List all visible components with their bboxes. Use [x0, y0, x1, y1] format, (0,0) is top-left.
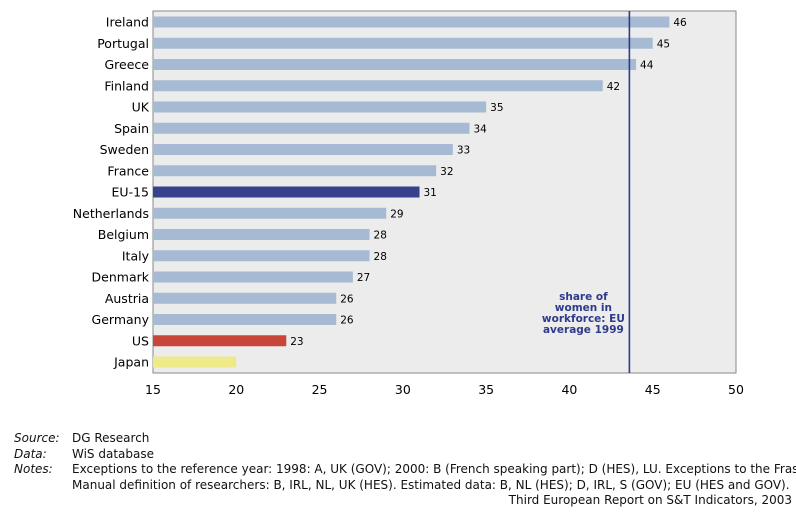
bar-denmark [153, 271, 353, 283]
value-label-austria: 26 [340, 293, 354, 305]
bar-uk [153, 101, 487, 113]
x-tick-label: 30 [395, 382, 411, 397]
notes-row: Notes: Exceptions to the reference year:… [14, 462, 796, 478]
bar-belgium [153, 229, 370, 240]
reference-label-line: workforce: EU [542, 313, 625, 325]
category-label-austria: Austria [105, 291, 149, 306]
report-credit: Third European Report on S&T Indicators,… [508, 493, 792, 507]
value-label-finland: 42 [607, 81, 620, 93]
bar-sweden [153, 144, 453, 155]
value-label-us: 23 [290, 336, 303, 348]
x-tick-label: 20 [228, 382, 244, 397]
category-label-us: US [132, 333, 149, 348]
reference-label-line: share of [559, 291, 608, 303]
value-label-denmark: 27 [357, 272, 370, 284]
bar-netherlands [153, 207, 387, 219]
category-label-netherlands: Netherlands [73, 206, 149, 221]
bar-japan [153, 356, 237, 368]
reference-label-line: average 1999 [543, 324, 624, 336]
value-label-eu-15: 31 [424, 187, 437, 199]
bar-italy [153, 250, 370, 262]
source-row: Source: DG Research [14, 431, 792, 447]
bar-us [153, 335, 287, 347]
category-label-denmark: Denmark [92, 270, 150, 285]
chart-footer: Source: DG Research Data: WiS database N… [14, 431, 796, 509]
value-label-italy: 28 [374, 251, 387, 263]
category-label-ireland: Ireland [106, 15, 149, 30]
value-label-germany: 26 [340, 315, 354, 327]
category-label-italy: Italy [122, 248, 150, 263]
notes-row-2: Manual definition of researchers: B, IRL… [14, 478, 792, 494]
value-label-belgium: 28 [374, 230, 387, 242]
notes-key: Notes: [14, 462, 53, 476]
bar-germany [153, 314, 337, 325]
x-tick-label: 50 [728, 382, 744, 397]
reference-label-line: women in [555, 302, 612, 314]
category-label-uk: UK [132, 100, 150, 115]
category-label-greece: Greece [105, 57, 150, 72]
value-label-sweden: 33 [457, 145, 470, 157]
category-label-belgium: Belgium [98, 227, 149, 242]
value-label-uk: 35 [490, 102, 503, 114]
value-label-greece: 44 [640, 60, 654, 72]
notes-line-1: Exceptions to the reference year: 1998: … [72, 462, 796, 476]
bar-greece [153, 59, 637, 70]
x-tick-label: 25 [312, 382, 328, 397]
x-tick-label: 15 [145, 382, 161, 397]
category-label-spain: Spain [114, 121, 149, 136]
bar-france [153, 165, 437, 177]
value-label-spain: 34 [473, 123, 487, 135]
data-value: WiS database [72, 446, 155, 461]
bar-eu-15 [153, 186, 420, 198]
bar-chart: Ireland 46 Portugal 45 Greece 44 Finland 42 UK 35… [73, 10, 744, 397]
category-label-finland: Finland [104, 78, 149, 93]
category-label-eu-15: EU-15 [112, 185, 149, 200]
value-label-netherlands: 29 [390, 208, 403, 220]
bar-ireland [153, 16, 670, 28]
x-tick-label: 40 [561, 382, 577, 397]
category-label-sweden: Sweden [100, 142, 149, 157]
data-row: Data: WiS database [14, 447, 792, 463]
value-label-ireland: 46 [673, 17, 687, 29]
bar-austria [153, 292, 337, 304]
category-label-france: France [107, 163, 149, 178]
bar-finland [153, 80, 603, 92]
bar-portugal [153, 37, 653, 49]
category-label-portugal: Portugal [97, 36, 149, 51]
source-value: DG Research [72, 431, 150, 445]
x-tick-label: 35 [478, 382, 494, 397]
category-label-japan: Japan [113, 355, 149, 370]
x-tick-label: 45 [645, 382, 661, 397]
source-key: Source: [14, 431, 60, 445]
value-label-france: 32 [440, 166, 453, 178]
bar-spain [153, 122, 470, 134]
notes-line-2: Manual definition of researchers: B, IRL… [72, 477, 790, 492]
data-key: Data: [14, 446, 47, 461]
category-label-germany: Germany [92, 312, 150, 327]
value-label-portugal: 45 [657, 38, 670, 50]
